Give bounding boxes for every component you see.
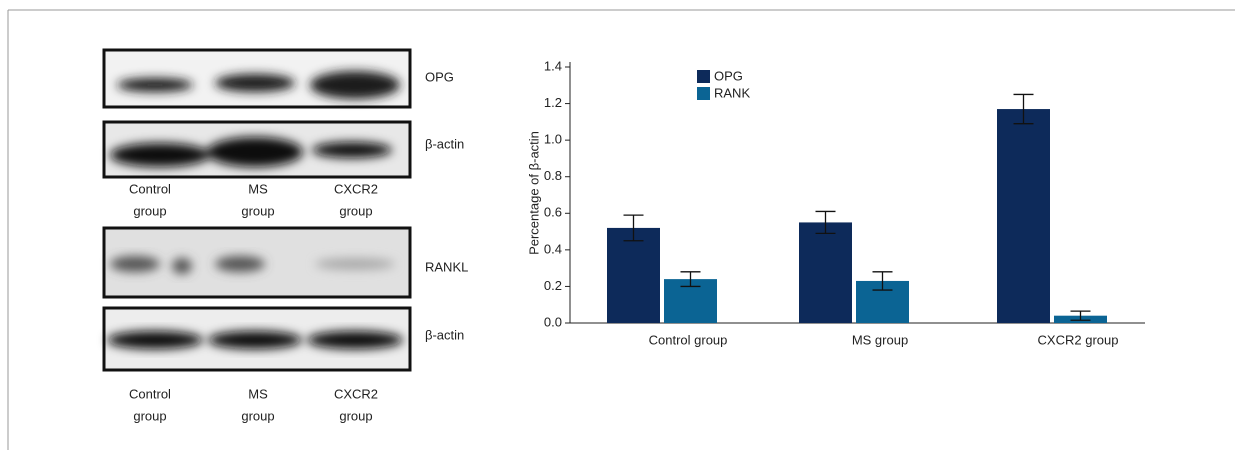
lane-label: group [241,203,274,218]
y-tick-label: 0.8 [544,168,562,183]
figure: OPG β-actin RANKL β-actin Percentage of … [0,0,1235,450]
legend-swatch [697,70,710,83]
x-tick-label: Control group [649,332,728,347]
bands [107,331,403,349]
y-tick-label: 0.4 [544,241,562,256]
y-tick-label: 0.2 [544,278,562,293]
lane-label: CXCR2 [334,181,378,196]
bar [997,109,1050,323]
legend-label: RANK [714,85,750,100]
y-tick-label: 1.2 [544,95,562,110]
y-tick-label: 0.6 [544,205,562,220]
bar [799,222,852,323]
y-tick-label: 1.4 [544,58,562,73]
x-tick-label: CXCR2 group [1038,332,1119,347]
legend-swatch [697,87,710,100]
lane-label: MS [248,386,268,401]
y-axis-label: Percentage of β-actin [526,131,541,255]
lane-label: group [339,408,372,423]
lane-label: group [241,408,274,423]
row-label: β-actin [425,327,464,342]
lane-label: Control [129,181,171,196]
x-tick-label: MS group [852,332,908,347]
row-label: OPG [425,69,454,84]
lane-label: MS [248,181,268,196]
y-tick-label: 1.0 [544,132,562,147]
row-label: β-actin [425,136,464,151]
lane-label: group [339,203,372,218]
lane-label: Control [129,386,171,401]
row-label: RANKL [425,259,468,274]
bar [607,228,660,323]
legend-label: OPG [714,68,743,83]
lane-label: CXCR2 [334,386,378,401]
lane-label: group [133,203,166,218]
y-tick-label: 0.0 [544,314,562,329]
lane-label: group [133,408,166,423]
